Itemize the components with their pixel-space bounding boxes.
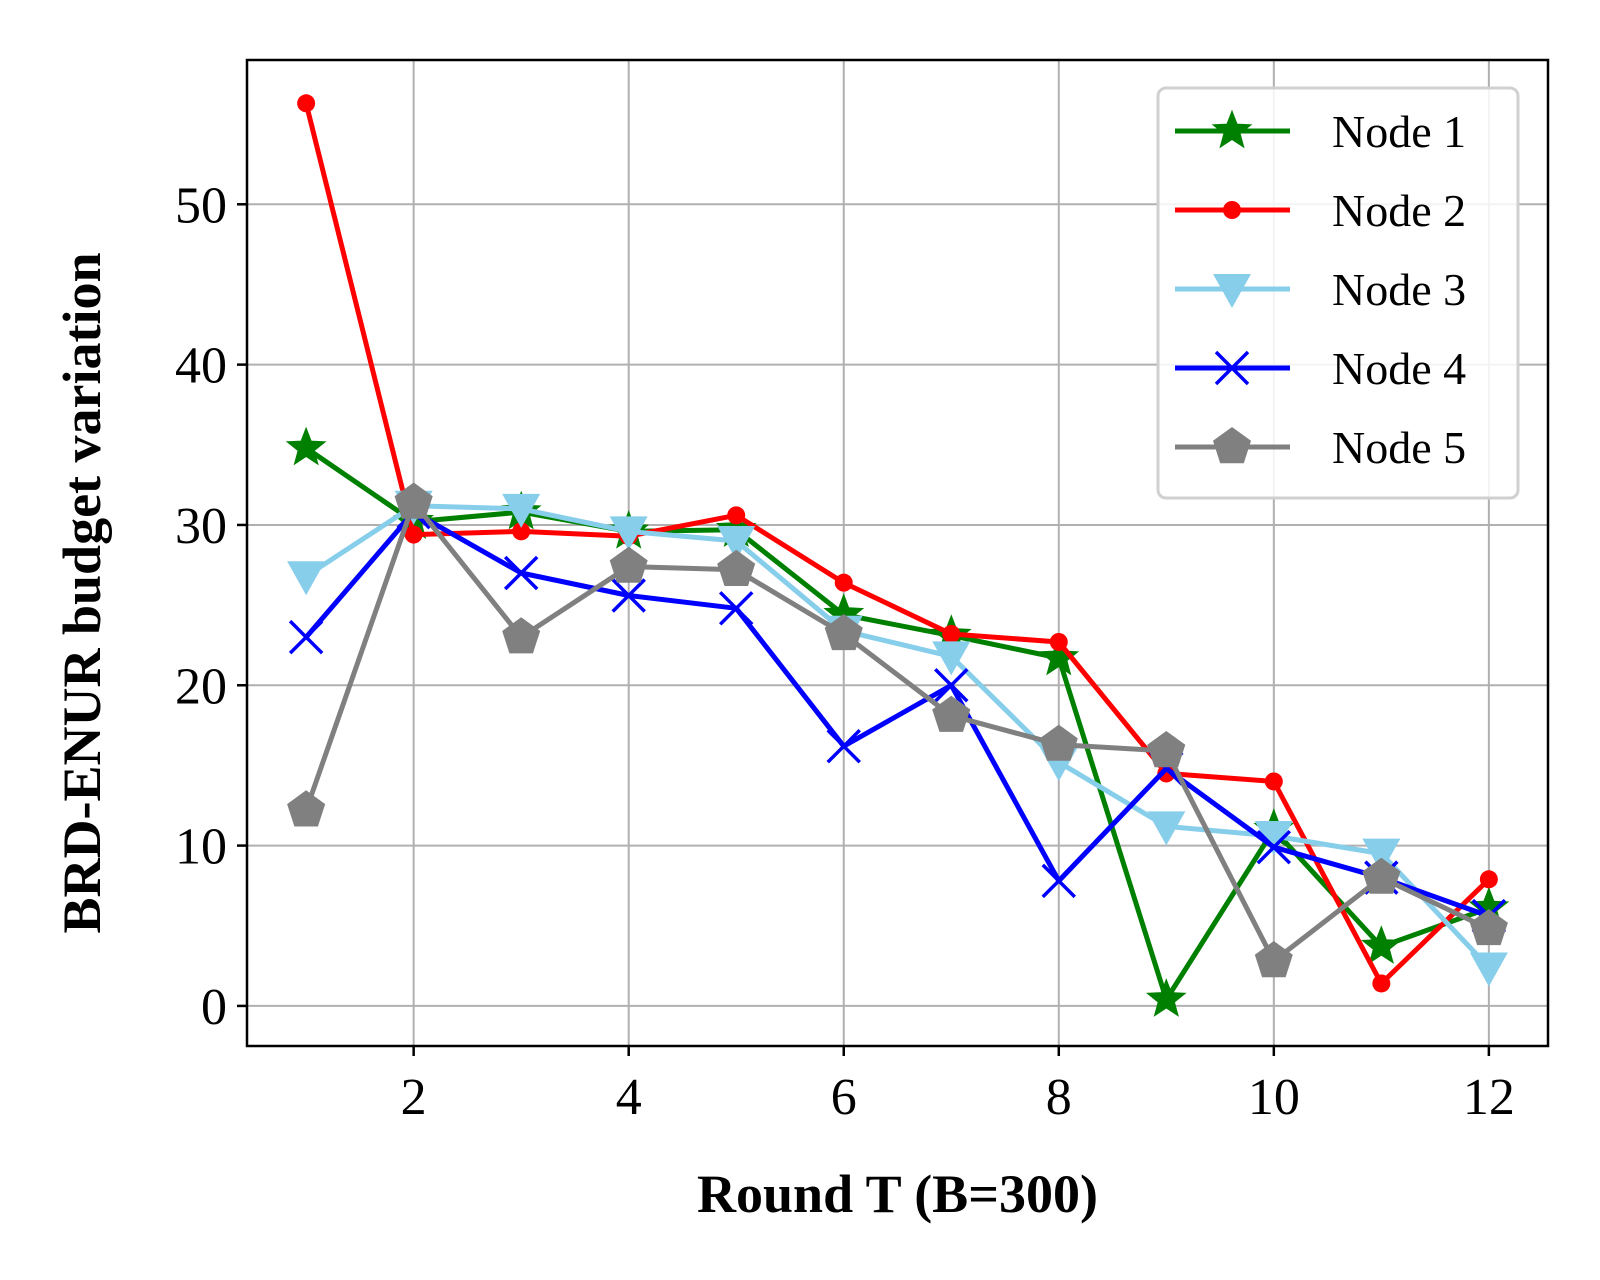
data-point	[1147, 811, 1186, 846]
data-point	[824, 614, 863, 651]
y-tick-label: 20	[175, 658, 227, 715]
data-point	[285, 426, 327, 466]
data-point	[503, 555, 539, 591]
y-tick-label: 50	[175, 177, 227, 234]
data-point	[727, 506, 746, 525]
data-point	[609, 516, 648, 551]
data-point	[1479, 870, 1498, 889]
data-point	[717, 525, 756, 560]
data-point	[1145, 978, 1187, 1017]
data-point	[502, 493, 541, 528]
x-tick-label: 6	[831, 1069, 857, 1126]
series-line	[303, 500, 1490, 964]
data-point	[297, 94, 316, 113]
data-point	[1041, 863, 1077, 899]
series-line	[304, 509, 1490, 919]
series-line	[304, 445, 1490, 1002]
axis-ticks: 2 4 6 8 10 12 0 10 20 30 40 50	[175, 177, 1515, 1126]
data-point	[512, 522, 531, 541]
data-point	[1372, 974, 1391, 993]
legend: Node 1 Node 2 Node 3 Node 4 Node 5	[1156, 86, 1520, 500]
x-tick-label: 2	[401, 1069, 427, 1126]
y-axis-title: BRD-ENUR budget variation	[52, 252, 112, 933]
data-point	[717, 549, 756, 586]
y-tick-label: 10	[175, 819, 227, 876]
data-point	[1038, 636, 1080, 676]
series-line	[304, 503, 1491, 970]
legend-box	[1156, 86, 1520, 500]
data-point	[1147, 731, 1186, 768]
data-point	[932, 641, 971, 676]
data-point	[718, 591, 754, 626]
data-point	[1254, 820, 1293, 855]
data-point	[826, 728, 861, 764]
data-point	[394, 482, 433, 519]
data-point	[609, 546, 648, 583]
legend-marker	[1214, 350, 1250, 386]
data-point	[611, 578, 646, 613]
legend-entry: Node 1	[1175, 106, 1466, 157]
data-point	[1362, 857, 1401, 894]
y-tick-label: 40	[175, 338, 227, 395]
data-point	[1049, 632, 1068, 651]
data-point	[287, 790, 326, 827]
data-point	[934, 668, 969, 703]
series-line	[303, 102, 1491, 986]
data-point	[287, 561, 326, 596]
x-tick-label: 4	[616, 1069, 642, 1126]
legend-label: Node 4	[1332, 343, 1466, 394]
data-point	[288, 619, 324, 655]
legend-marker	[1211, 109, 1253, 149]
legend-label: Node 5	[1332, 422, 1466, 473]
data-point	[1264, 772, 1283, 791]
data-point	[1256, 829, 1292, 865]
y-tick-label: 30	[175, 498, 227, 555]
legend-marker	[1223, 201, 1241, 219]
data-point	[1469, 952, 1508, 987]
legend-label: Node 3	[1332, 264, 1466, 315]
x-tick-label: 10	[1248, 1069, 1300, 1126]
series-node-5	[287, 482, 1508, 978]
data-point	[1469, 909, 1508, 946]
series-lines	[285, 94, 1510, 1017]
data-point	[834, 573, 853, 592]
data-point	[1360, 925, 1402, 964]
legend-label: Node 2	[1332, 185, 1466, 236]
data-point	[502, 617, 541, 654]
data-point	[1254, 941, 1293, 978]
legend-entry: Node 2	[1175, 185, 1466, 236]
data-point	[1039, 724, 1078, 761]
x-tick-label: 8	[1046, 1069, 1072, 1126]
x-tick-label: 12	[1463, 1069, 1515, 1126]
legend-entry: Node 5	[1175, 422, 1466, 473]
legend-marker	[1213, 427, 1251, 464]
data-point	[942, 624, 961, 643]
legend-label: Node 1	[1332, 106, 1466, 157]
data-point	[1362, 838, 1401, 873]
y-tick-label: 0	[201, 979, 227, 1036]
series-node-3	[287, 490, 1508, 987]
legend-marker	[1213, 274, 1251, 308]
x-axis-title: Round T (B=300)	[697, 1164, 1098, 1224]
legend-entry: Node 4	[1175, 343, 1466, 394]
data-point	[932, 695, 971, 732]
data-point	[404, 525, 423, 544]
plot-frame	[245, 58, 1550, 1048]
legend-entry: Node 3	[1175, 264, 1466, 315]
